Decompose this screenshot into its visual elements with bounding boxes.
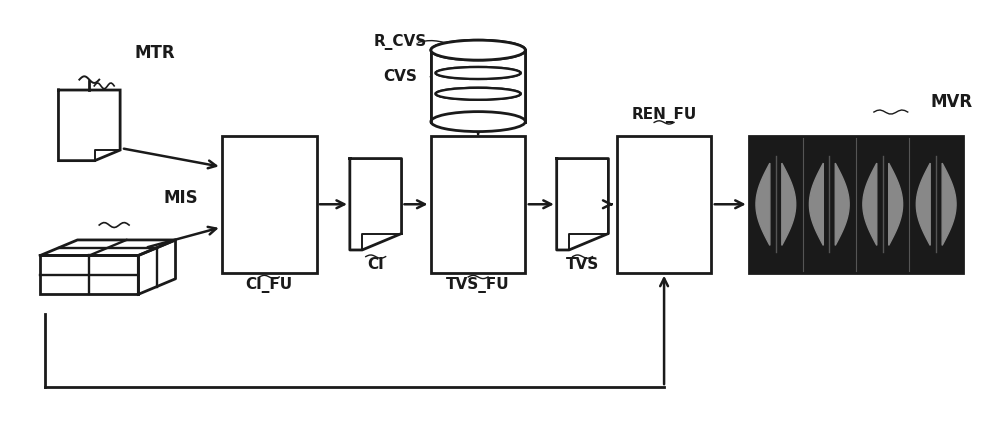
Ellipse shape [436,67,521,79]
Polygon shape [942,163,956,245]
Polygon shape [889,163,903,245]
Bar [431,136,525,273]
Text: TVS: TVS [566,257,599,272]
Text: TVS_FU: TVS_FU [446,277,510,293]
Polygon shape [835,163,849,245]
Ellipse shape [436,88,521,100]
Polygon shape [809,163,823,245]
Bar [222,136,317,273]
Text: REN_FU: REN_FU [631,107,697,123]
Text: CVS: CVS [384,69,418,84]
Ellipse shape [431,112,525,132]
Polygon shape [756,163,770,245]
Bar [617,136,711,273]
Ellipse shape [431,40,525,60]
Text: R_CVS: R_CVS [374,34,427,50]
Ellipse shape [431,40,525,60]
Text: MTR: MTR [134,44,175,61]
Polygon shape [863,163,877,245]
Polygon shape [916,163,930,245]
Text: MVR: MVR [931,93,973,112]
Text: CI_FU: CI_FU [246,277,293,293]
Ellipse shape [436,67,521,79]
Bar [749,136,963,273]
Text: CI: CI [367,257,384,272]
Bar [431,50,525,122]
Polygon shape [782,163,796,245]
Bar [40,256,138,294]
Ellipse shape [436,88,521,100]
Text: MIS: MIS [164,189,199,207]
